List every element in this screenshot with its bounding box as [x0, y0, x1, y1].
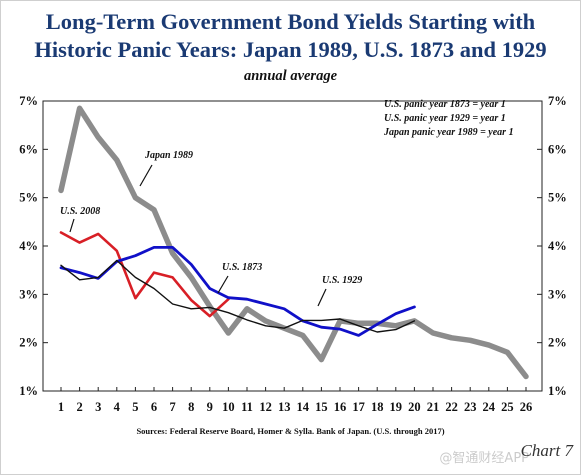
- source-note: Sources: Federal Reserve Board, Homer & …: [136, 426, 445, 436]
- x-tick-label: 24: [483, 400, 496, 414]
- y-tick-label-left: 6%: [19, 142, 38, 156]
- x-tick-label: 14: [297, 400, 310, 414]
- pointer-us-1873: [217, 275, 229, 294]
- series-group: [58, 105, 529, 380]
- x-tick-label: 23: [464, 400, 477, 414]
- x-tick-label: 15: [315, 400, 328, 414]
- y-tick-label-right: 2%: [548, 336, 567, 350]
- x-tick-label: 17: [352, 400, 365, 414]
- x-tick-label: 7: [169, 400, 175, 414]
- y-axis-left: 1% 2% 3% 4% 5% 6% 7%: [19, 94, 48, 398]
- chart-title: Long-Term Government Bond Yields Startin…: [0, 8, 581, 64]
- y-tick-label-left: 5%: [19, 191, 38, 205]
- x-tick-label: 1: [58, 400, 64, 414]
- x-tick-label: 26: [520, 400, 533, 414]
- pointer-us-1929: [317, 288, 327, 307]
- y-tick-label-left: 1%: [19, 384, 38, 398]
- y-tick-label-left: 3%: [19, 287, 38, 301]
- x-tick-label: 9: [207, 400, 213, 414]
- y-tick-label-right: 4%: [548, 239, 567, 253]
- y-tick-label-right: 6%: [548, 142, 567, 156]
- y-tick-label-right: 7%: [548, 94, 567, 108]
- x-tick-label: 19: [390, 400, 403, 414]
- x-tick-label: 16: [334, 400, 347, 414]
- series-line-u-s-1873: [59, 245, 416, 337]
- x-tick-label: 3: [95, 400, 101, 414]
- series-annotations: Japan 1989 U.S. 2008 U.S. 1873 U.S. 1929: [60, 150, 362, 307]
- series-label-us-1873: U.S. 1873: [222, 262, 262, 273]
- series-label-us-1929: U.S. 1929: [322, 275, 362, 286]
- chart-title-line-1: Long-Term Government Bond Yields Startin…: [45, 9, 536, 34]
- chart-title-line-2: Historic Panic Years: Japan 1989, U.S. 1…: [34, 37, 547, 62]
- plot-area: [42, 100, 543, 392]
- x-tick-label: 2: [76, 400, 82, 414]
- legend-note-line-1: U.S. panic year 1873 = year 1: [384, 99, 506, 110]
- pointer-japan-1989: [139, 164, 153, 187]
- series-line-u-s-1929: [60, 259, 416, 333]
- x-tick-label: 10: [222, 400, 235, 414]
- chart-subtitle: annual average: [243, 68, 338, 84]
- legend-note: U.S. panic year 1873 = year 1 U.S. panic…: [383, 99, 514, 138]
- x-axis: 1 2 3 4 5 6 7 8 9 10 11 12 13 14 15 16 17 18 19 20 21 22 23 24 2…: [58, 387, 532, 414]
- y-tick-label-left: 4%: [19, 239, 38, 253]
- series-line-japan-1989: [58, 105, 529, 380]
- y-tick-label-right: 1%: [548, 384, 567, 398]
- x-tick-label: 11: [241, 400, 253, 414]
- x-tick-label: 18: [371, 400, 384, 414]
- x-tick-label: 5: [132, 400, 138, 414]
- chart-number: Chart 7: [520, 441, 573, 460]
- x-tick-label: 4: [114, 400, 121, 414]
- x-tick-label: 21: [427, 400, 440, 414]
- x-tick-label: 8: [188, 400, 194, 414]
- y-axis-right: 1% 2% 3% 4% 5% 6% 7%: [537, 94, 567, 398]
- pointer-us-2008: [69, 218, 75, 233]
- plot-border: [42, 100, 543, 392]
- legend-note-line-3: Japan panic year 1989 = year 1: [383, 127, 514, 138]
- y-tick-label-right: 3%: [548, 287, 567, 301]
- y-tick-label-left: 2%: [19, 336, 38, 350]
- x-tick-label: 20: [408, 400, 421, 414]
- series-label-japan-1989: Japan 1989: [144, 150, 193, 161]
- legend-note-line-2: U.S. panic year 1929 = year 1: [384, 113, 506, 124]
- series-label-us-2008: U.S. 2008: [60, 206, 100, 217]
- y-tick-label-right: 5%: [548, 191, 567, 205]
- x-tick-label: 12: [259, 400, 272, 414]
- x-tick-label: 6: [151, 400, 157, 414]
- watermark: @智通财经APP: [439, 451, 529, 466]
- x-tick-label: 13: [278, 400, 291, 414]
- x-tick-label: 22: [445, 400, 458, 414]
- y-tick-label-left: 7%: [19, 94, 38, 108]
- x-tick-label: 25: [501, 400, 514, 414]
